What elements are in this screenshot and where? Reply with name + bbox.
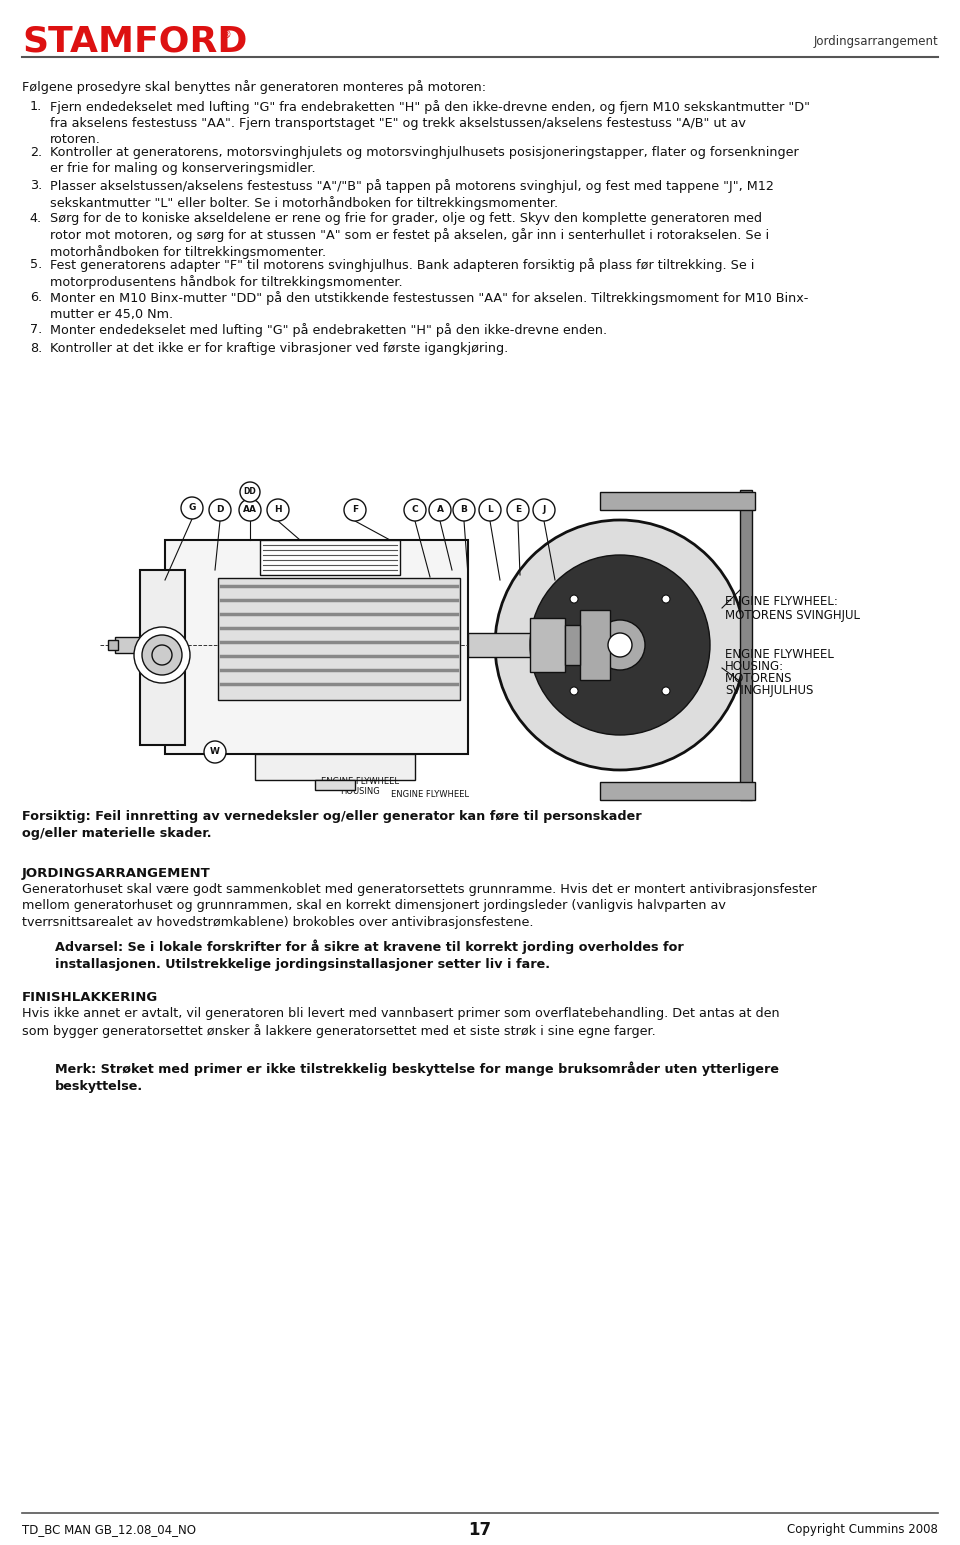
Text: Monter en M10 Binx-mutter "DD" på den utstikkende festestussen "AA" for akselen.: Monter en M10 Binx-mutter "DD" på den ut… (50, 290, 808, 320)
Text: AA: AA (243, 505, 257, 514)
Text: 4.: 4. (30, 212, 42, 224)
Bar (530, 618, 565, 672)
Bar (218, 578, 460, 700)
Text: 3.: 3. (30, 179, 42, 192)
Text: Hvis ikke annet er avtalt, vil generatoren bli levert med vannbasert primer som : Hvis ikke annet er avtalt, vil generator… (22, 1007, 780, 1038)
Text: Merk: Strøket med primer er ikke tilstrekkelig beskyttelse for mange bruksområde: Merk: Strøket med primer er ikke tilstre… (55, 1061, 779, 1092)
Circle shape (595, 620, 645, 671)
Bar (260, 541, 400, 575)
Text: Sørg for de to koniske akseldelene er rene og frie for grader, olje og fett. Sky: Sørg for de to koniske akseldelene er re… (50, 212, 769, 260)
Text: 8.: 8. (30, 341, 42, 355)
Circle shape (530, 555, 710, 735)
Text: MOTORENS SVINGHJUL: MOTORENS SVINGHJUL (725, 609, 860, 623)
Text: B: B (461, 505, 468, 514)
Text: Forsiktig: Feil innretting av vernedeksler og/eller generator kan føre til perso: Forsiktig: Feil innretting av vernedeksl… (22, 810, 641, 840)
Circle shape (453, 499, 475, 521)
Text: Monter endedekselet med lufting "G" på endebraketten "H" på den ikke-drevne ende: Monter endedekselet med lufting "G" på e… (50, 323, 607, 337)
Text: 2.: 2. (30, 147, 42, 159)
Circle shape (267, 499, 289, 521)
Text: ENGINE FLYWHEEL: ENGINE FLYWHEEL (321, 777, 399, 786)
Circle shape (570, 595, 578, 603)
Text: SVINGHJULHUS: SVINGHJULHUS (725, 684, 813, 697)
Text: Følgene prosedyre skal benyttes når generatoren monteres på motoren:: Følgene prosedyre skal benyttes når gene… (22, 80, 486, 94)
Text: A: A (437, 505, 444, 514)
Circle shape (479, 499, 501, 521)
Bar (165, 541, 468, 754)
Text: STAMFORD: STAMFORD (22, 25, 248, 59)
Text: DD: DD (244, 488, 256, 496)
Circle shape (533, 499, 555, 521)
Text: G: G (188, 504, 196, 513)
Circle shape (495, 521, 745, 769)
Text: L: L (487, 505, 492, 514)
Text: ENGINE FLYWHEEL: ENGINE FLYWHEEL (725, 647, 834, 661)
Text: HOUSING:: HOUSING: (725, 660, 784, 674)
Circle shape (507, 499, 529, 521)
Circle shape (404, 499, 426, 521)
Text: FINISHLAKKERING: FINISHLAKKERING (22, 990, 158, 1004)
Bar (108, 640, 118, 650)
Text: TD_BC MAN GB_12.08_04_NO: TD_BC MAN GB_12.08_04_NO (22, 1523, 196, 1536)
Text: J: J (542, 505, 545, 514)
Text: Advarsel: Se i lokale forskrifter for å sikre at kravene til korrekt jording ove: Advarsel: Se i lokale forskrifter for å … (55, 939, 684, 970)
Text: H: H (275, 505, 282, 514)
Circle shape (181, 497, 203, 519)
Text: D: D (216, 505, 224, 514)
Circle shape (209, 499, 231, 521)
Text: Kontroller at det ikke er for kraftige vibrasjoner ved første igangkjøring.: Kontroller at det ikke er for kraftige v… (50, 341, 508, 355)
Bar (600, 782, 755, 800)
Text: Fjern endedekselet med lufting "G" fra endebraketten "H" på den ikke-drevne ende: Fjern endedekselet med lufting "G" fra e… (50, 100, 810, 145)
Text: 5.: 5. (30, 258, 42, 270)
Bar (740, 490, 752, 800)
Text: Generatorhuset skal være godt sammenkoblet med generatorsettets grunnramme. Hvis: Generatorhuset skal være godt sammenkobl… (22, 884, 817, 929)
Text: ENGINE FLYWHEEL: ENGINE FLYWHEEL (391, 789, 469, 799)
Text: 1.: 1. (30, 100, 42, 113)
Circle shape (429, 499, 451, 521)
Text: E: E (515, 505, 521, 514)
Text: Fest generatorens adapter "F" til motorens svinghjulhus. Bank adapteren forsikti: Fest generatorens adapter "F" til motore… (50, 258, 755, 289)
Circle shape (134, 627, 190, 683)
Circle shape (239, 499, 261, 521)
Text: F: F (352, 505, 358, 514)
Circle shape (152, 644, 172, 664)
Bar (115, 637, 140, 654)
Text: HOUSING: HOUSING (340, 786, 380, 796)
Text: 17: 17 (468, 1520, 492, 1539)
Text: ®: ® (222, 29, 231, 40)
Circle shape (344, 499, 366, 521)
Text: 7.: 7. (30, 323, 42, 337)
Text: C: C (412, 505, 419, 514)
Circle shape (662, 688, 670, 695)
Text: Copyright Cummins 2008: Copyright Cummins 2008 (787, 1523, 938, 1536)
Circle shape (608, 633, 632, 657)
Text: 6.: 6. (30, 290, 42, 304)
Text: Kontroller at generatorens, motorsvinghjulets og motorsvinghjulhusets posisjoner: Kontroller at generatorens, motorsvinghj… (50, 147, 799, 176)
Circle shape (204, 742, 226, 763)
Text: JORDINGSARRANGEMENT: JORDINGSARRANGEMENT (22, 867, 211, 881)
Text: Jordingsarrangement: Jordingsarrangement (813, 36, 938, 48)
Bar (315, 780, 355, 789)
Text: W: W (210, 748, 220, 757)
Bar (140, 570, 185, 745)
Text: MOTORENS: MOTORENS (725, 672, 793, 684)
Bar (600, 491, 755, 510)
Text: Plasser akselstussen/akselens festestuss "A"/"B" på tappen på motorens svinghjul: Plasser akselstussen/akselens festestuss… (50, 179, 774, 210)
Bar (255, 754, 415, 780)
Circle shape (240, 482, 260, 502)
Bar (468, 633, 568, 657)
Circle shape (570, 688, 578, 695)
Circle shape (662, 595, 670, 603)
Circle shape (142, 635, 182, 675)
Text: ENGINE FLYWHEEL:: ENGINE FLYWHEEL: (725, 595, 838, 609)
Bar (580, 610, 610, 680)
Bar (565, 626, 580, 664)
